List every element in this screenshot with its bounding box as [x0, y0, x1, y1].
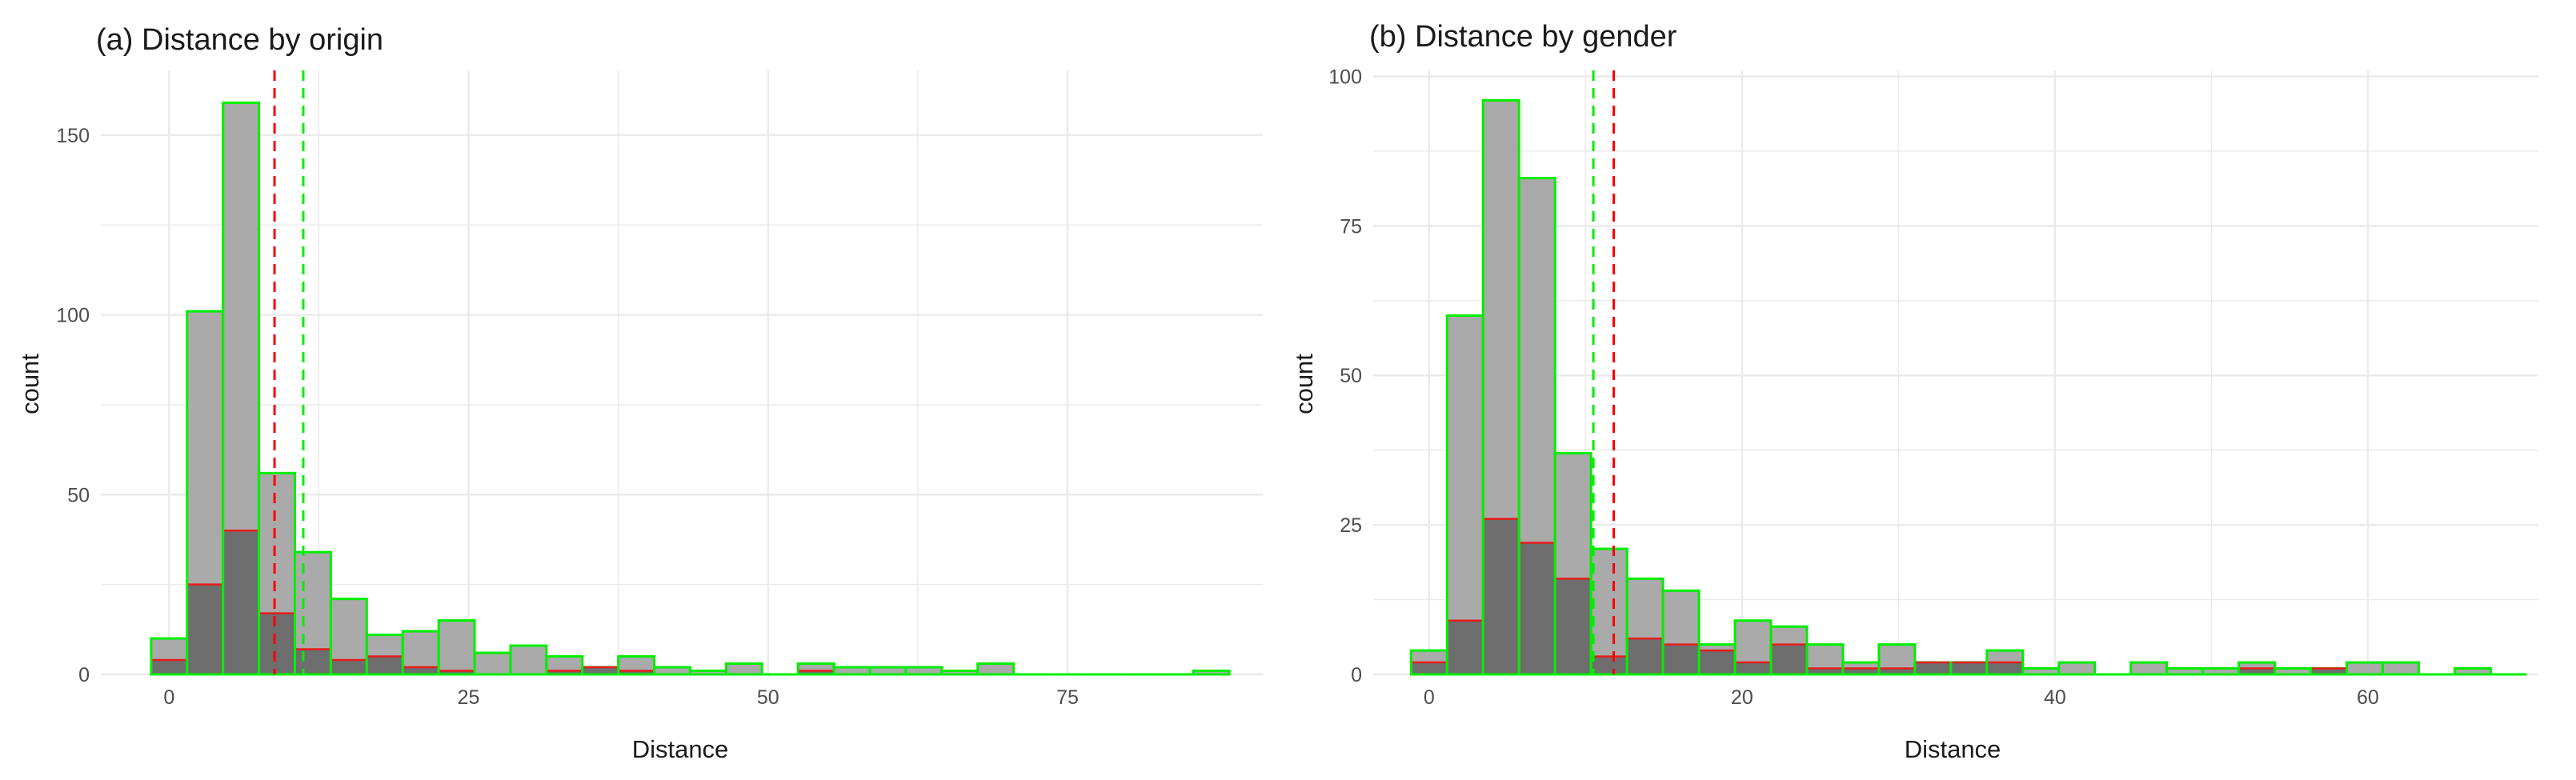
- subset-bar: [1988, 662, 2022, 674]
- subset-bar: [1412, 662, 1446, 674]
- y-tick-label: 0: [1351, 664, 1362, 686]
- subset-bar: [1484, 518, 1518, 674]
- subset-bar: [152, 660, 186, 674]
- histogram-bar: [2201, 667, 2241, 676]
- x-tick-label: 25: [458, 686, 480, 709]
- subset-bar: [1592, 656, 1626, 674]
- subset-bar: [2240, 668, 2274, 674]
- subset-bar: [1700, 650, 1734, 674]
- subset-bar: [1808, 668, 1842, 674]
- x-axis-label: Distance: [632, 735, 729, 763]
- histogram-bar: [2165, 667, 2205, 676]
- histogram-bar: [2381, 661, 2420, 676]
- histogram-bar: [653, 666, 691, 676]
- subset-bar: [547, 670, 582, 674]
- subset-bar: [1736, 662, 1770, 674]
- histogram-bar: [832, 666, 871, 676]
- subset-bar: [2312, 668, 2346, 674]
- subset-bar: [1772, 644, 1806, 674]
- subset-bar: [260, 613, 294, 674]
- subset-bar: [1628, 638, 1662, 674]
- subset-bar: [295, 649, 330, 674]
- panel-distance-by-origin: (a) Distance by origin Distance count 0 2…: [16, 23, 1263, 763]
- chart-title: (a) Distance by origin: [96, 23, 383, 57]
- subset-bar: [799, 670, 833, 674]
- y-tick-label: 100: [56, 305, 90, 327]
- x-tick-label: 0: [163, 686, 174, 709]
- subset-bar: [1664, 644, 1698, 674]
- panel-distance-by-gender: (b) Distance by gender Distance count 0 2…: [1290, 20, 2538, 763]
- x-tick-label: 40: [2044, 686, 2066, 709]
- histogram-bar: [509, 644, 548, 676]
- subset-bar: [367, 656, 402, 674]
- y-tick-label: 50: [1340, 365, 1362, 387]
- subset-bar: [188, 584, 222, 674]
- subset-bar: [331, 660, 366, 674]
- subset-bar: [1916, 662, 1950, 674]
- y-axis-label: count: [1290, 354, 1318, 414]
- subset-bar: [1952, 662, 1986, 674]
- histogram-bar: [1445, 314, 1484, 676]
- subset-bar: [403, 667, 438, 674]
- histogram-bar: [976, 662, 1016, 676]
- subset-bar: [224, 530, 258, 674]
- x-tick-label: 50: [757, 686, 779, 709]
- histogram-bar: [2129, 661, 2169, 676]
- subset-bar: [1448, 620, 1482, 674]
- x-tick-label: 60: [2357, 686, 2379, 709]
- y-tick-label: 150: [56, 125, 90, 147]
- subset-bar: [1880, 668, 1914, 674]
- histogram-bar: [940, 670, 980, 676]
- y-tick-label: 75: [1340, 215, 1362, 238]
- histogram-bar: [868, 666, 907, 676]
- subset-bar: [1844, 668, 1878, 674]
- histogram-bar: [724, 662, 763, 676]
- x-axis-label: Distance: [1905, 735, 2001, 763]
- chart-title: (b) Distance by gender: [1369, 20, 1677, 54]
- histogram-bar: [2274, 667, 2313, 676]
- histogram-bar: [2021, 667, 2061, 676]
- histogram-bar: [2057, 661, 2097, 676]
- histogram-bar: [437, 619, 476, 676]
- histogram-bar: [1192, 670, 1231, 676]
- histogram-bar: [904, 666, 943, 676]
- histogram-bar: [2453, 667, 2492, 676]
- histogram-bar: [473, 651, 512, 676]
- subset-bar: [439, 670, 474, 674]
- subset-bar: [1520, 542, 1554, 674]
- y-axis-label: count: [16, 354, 44, 414]
- subset-bar: [1556, 578, 1590, 674]
- x-tick-label: 20: [1731, 686, 1753, 709]
- subset-bar: [583, 667, 618, 674]
- histogram-bar: [2345, 661, 2384, 676]
- histogram-bar: [1589, 547, 1629, 676]
- x-tick-label: 0: [1424, 686, 1435, 709]
- subset-bar: [619, 670, 654, 674]
- y-tick-label: 50: [67, 484, 90, 506]
- y-tick-label: 0: [78, 664, 90, 686]
- y-tick-label: 25: [1340, 514, 1362, 537]
- histogram-bar: [688, 670, 727, 676]
- x-tick-label: 75: [1056, 686, 1079, 709]
- y-tick-label: 100: [1328, 66, 1362, 88]
